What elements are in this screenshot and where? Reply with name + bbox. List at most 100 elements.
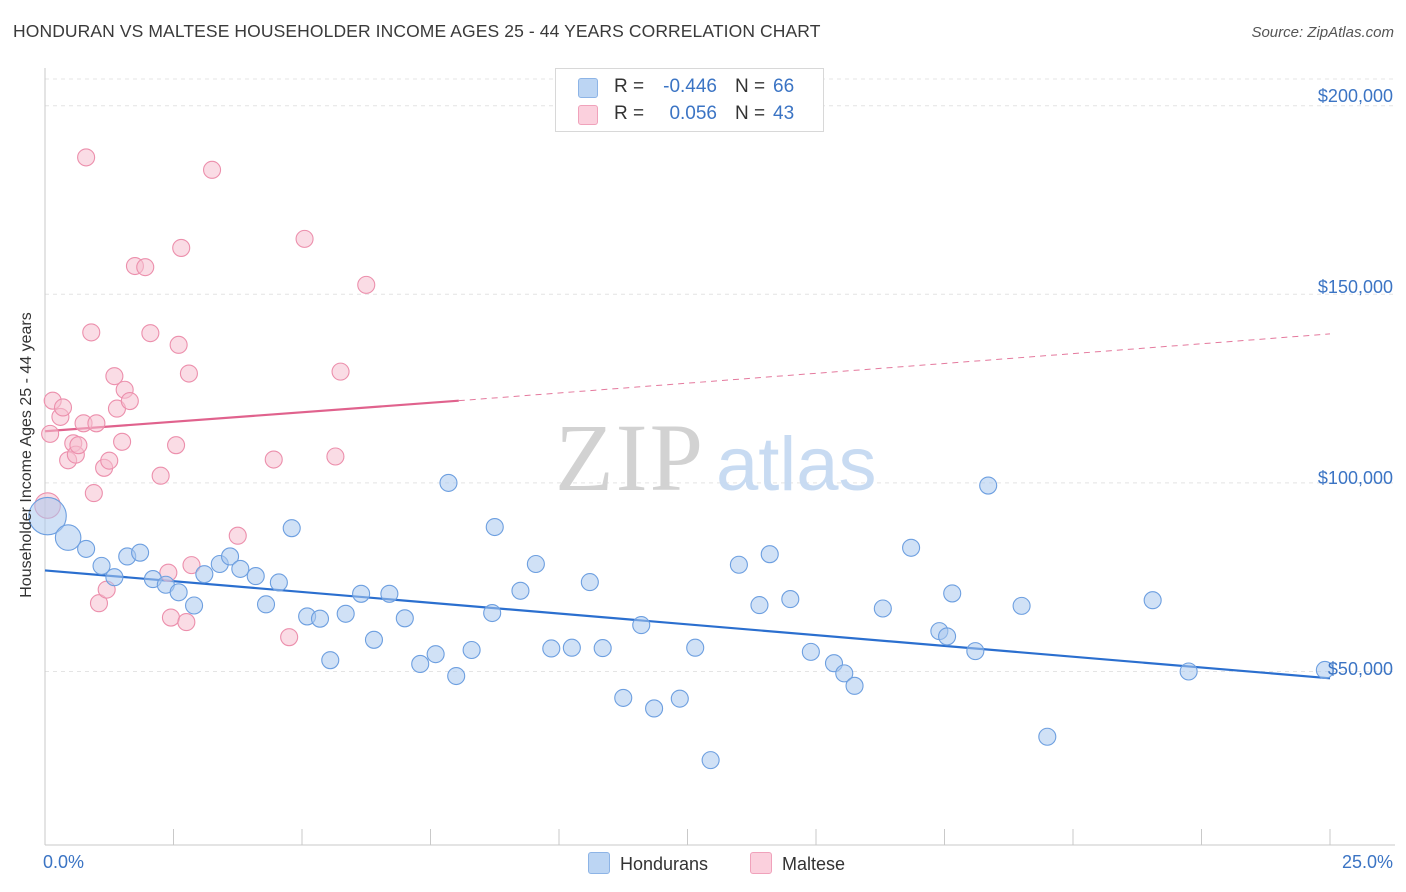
legend-item-hondurans: Hondurans: [588, 852, 708, 875]
maltese-point: [280, 628, 299, 647]
hondurans-point: [760, 545, 779, 564]
maltese-point: [87, 414, 106, 433]
hondurans-point: [282, 519, 301, 538]
legend-r-value: 0.056: [669, 103, 717, 124]
maltese-point: [82, 323, 101, 342]
maltese-point: [105, 367, 124, 386]
legend-r-value: -0.446: [663, 76, 717, 97]
hondurans-point: [593, 639, 612, 658]
hondurans-point: [1038, 727, 1057, 746]
hondurans-point: [938, 627, 957, 646]
maltese-point: [264, 450, 283, 469]
hondurans-point: [462, 640, 481, 660]
hondurans-point: [310, 609, 330, 628]
trend-lines: [44, 333, 1331, 680]
source-credit: Source: ZipAtlas.com: [1251, 24, 1394, 41]
hondurans-point: [485, 517, 504, 537]
watermark-zip: ZIP: [555, 404, 705, 511]
hondurans-point: [380, 584, 399, 603]
hondurans-point: [352, 584, 371, 603]
hondurans-point: [562, 638, 581, 657]
maltese-point: [228, 526, 247, 545]
maltese-point: [161, 608, 180, 627]
maltese-point: [69, 436, 88, 455]
hondurans-point: [750, 596, 769, 615]
maltese-point: [141, 324, 160, 343]
maltese-point: [169, 335, 188, 354]
hondurans-point: [447, 666, 466, 686]
hondurans-trend-line: [44, 569, 1331, 680]
watermark-atlas: atlas: [716, 422, 877, 507]
hondurans-point: [542, 639, 561, 658]
maltese-point: [84, 484, 103, 503]
correlation-legend: R = -0.446 N = 66 R = 0.056 N = 43: [555, 68, 824, 132]
hondurans-point: [670, 689, 689, 708]
hondurans-point: [105, 568, 124, 587]
hondurans-point: [483, 603, 502, 623]
hondurans-point: [1179, 662, 1198, 681]
y-tick-label-100k: $100,000: [1317, 468, 1393, 488]
hondurans-point: [28, 496, 67, 536]
hondurans-legend-swatch: [588, 852, 610, 874]
maltese-point: [100, 451, 119, 470]
hondurans-point: [966, 642, 985, 661]
hondurans-point: [729, 555, 748, 574]
hondurans-point: [701, 751, 720, 770]
hondurans-point: [269, 573, 288, 592]
maltese-point: [41, 424, 60, 443]
maltese-point: [136, 258, 155, 277]
hondurans-point: [979, 476, 998, 495]
hondurans-point: [511, 581, 530, 600]
hondurans-point: [943, 584, 962, 603]
hondurans-point: [231, 559, 250, 578]
hondurans-point: [1315, 660, 1334, 680]
maltese-point: [167, 436, 186, 455]
hondurans-point: [246, 567, 265, 586]
gridlines: [45, 78, 1395, 672]
hondurans-point: [92, 556, 111, 575]
legend-n-value: 66: [773, 76, 795, 97]
hondurans-swatch: [578, 78, 598, 98]
hondurans-point: [77, 539, 96, 558]
hondurans-point: [845, 676, 864, 695]
watermark: ZIP atlas: [555, 404, 877, 511]
hondurans-point: [321, 651, 340, 670]
hondurans-point: [801, 642, 820, 661]
legend-n-label: N =: [735, 103, 766, 124]
maltese-point: [179, 364, 198, 383]
hondurans-point: [54, 524, 82, 551]
hondurans-point: [781, 590, 800, 609]
maltese-point: [295, 229, 314, 248]
legend-n-label: N =: [735, 76, 766, 97]
legend-item-maltese: Maltese: [750, 852, 845, 875]
chart-title: HONDURAN VS MALTESE HOUSEHOLDER INCOME A…: [13, 21, 821, 41]
maltese-point: [53, 398, 73, 417]
maltese-point: [89, 594, 109, 613]
hondurans-point: [686, 638, 705, 657]
hondurans-point: [873, 599, 892, 618]
hondurans-point: [1143, 591, 1162, 610]
legend-r-label: R =: [614, 76, 645, 97]
y-tick-label-150k: $150,000: [1317, 277, 1393, 297]
maltese-point: [203, 160, 222, 179]
hondurans-point: [632, 616, 651, 635]
maltese-point: [182, 556, 201, 575]
maltese-point: [177, 613, 196, 632]
maltese-point: [172, 238, 191, 257]
hondurans-point: [614, 688, 633, 707]
hondurans-point: [364, 630, 384, 649]
hondurans-legend-label: Hondurans: [620, 854, 709, 874]
maltese-point: [326, 447, 345, 466]
maltese-point: [331, 362, 350, 381]
maltese-trend-extension: [458, 333, 1331, 402]
hondurans-point: [411, 654, 430, 674]
hondurans-points: [28, 473, 1334, 770]
legend-r-label: R =: [614, 103, 645, 124]
maltese-point: [113, 432, 132, 451]
hondurans-point: [185, 596, 204, 615]
hondurans-point: [220, 547, 240, 566]
maltese-legend-label: Maltese: [782, 854, 846, 874]
maltese-point: [151, 466, 170, 485]
hondurans-point: [169, 583, 188, 602]
